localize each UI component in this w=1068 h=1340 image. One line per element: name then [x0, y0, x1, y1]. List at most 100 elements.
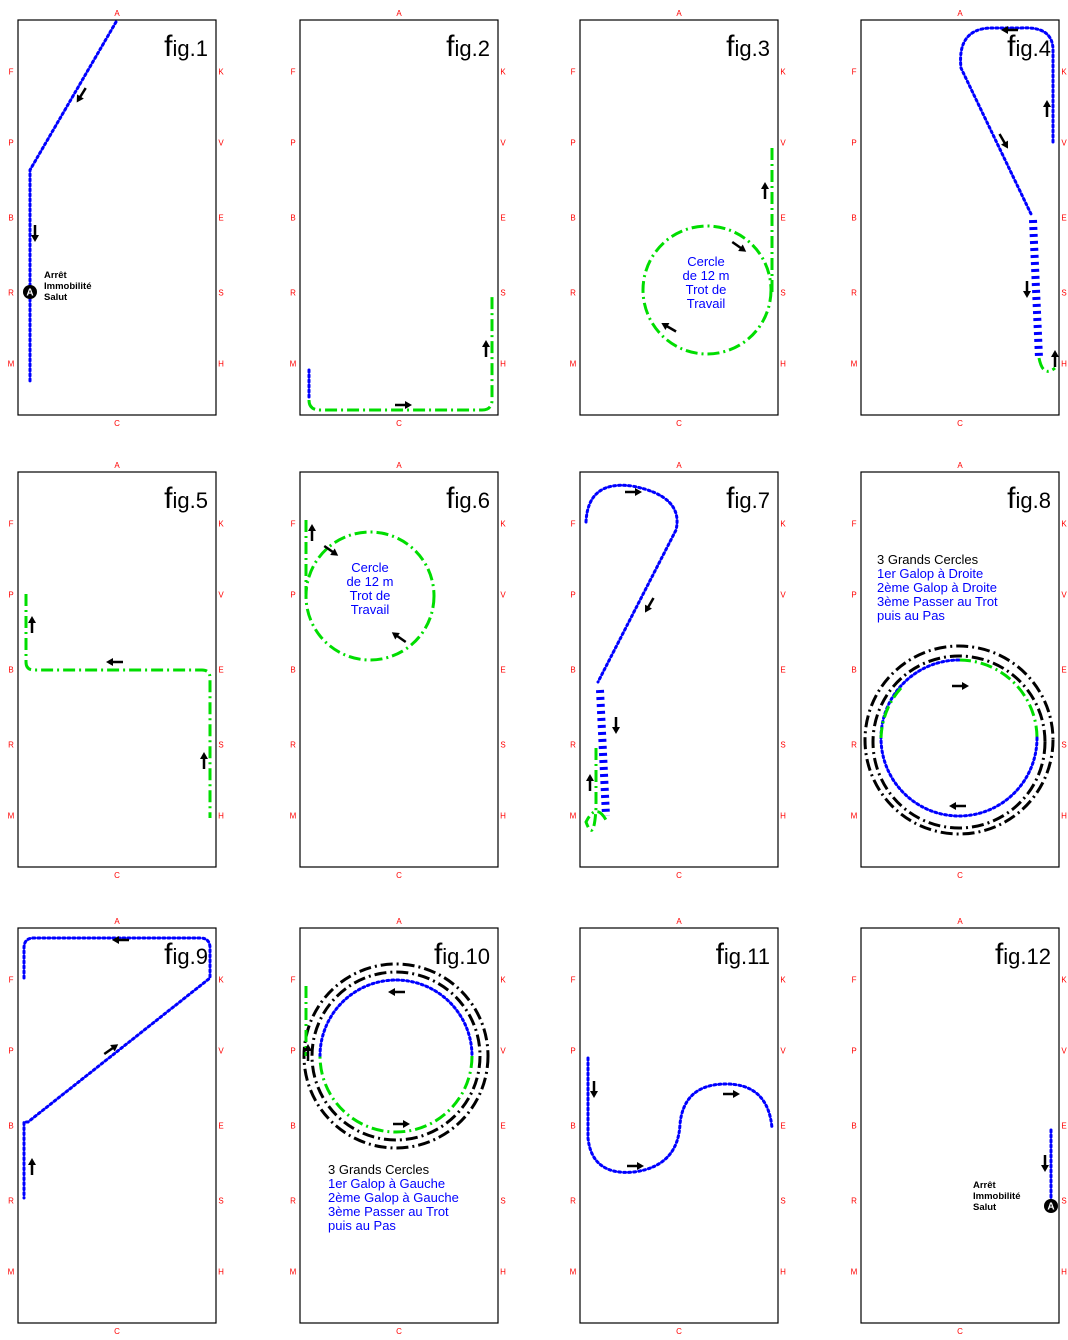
figure-label-f: f [1007, 482, 1016, 515]
figure-caption-line: puis au Pas [877, 608, 945, 623]
figure-label: fig.4 [1007, 30, 1051, 63]
arena-letter-right: H [1061, 360, 1067, 369]
arena-letter-top: A [957, 9, 963, 18]
arrow-head [1023, 291, 1031, 298]
figure-label: fig.8 [1007, 482, 1051, 515]
figure-label-f: f [995, 938, 1004, 971]
arena-letter-bottom: C [114, 871, 120, 880]
figure-caption-line: 1er Galop à Gauche [328, 1176, 445, 1191]
direction-arrow [28, 616, 36, 633]
arrow-head [962, 682, 969, 690]
direction-arrow [1001, 26, 1018, 34]
arena-letter-left: F [291, 975, 296, 984]
arena-letter-right: E [1061, 214, 1066, 223]
direction-arrow [612, 717, 620, 734]
direction-arrow [304, 1044, 312, 1061]
arena-letter-left: M [570, 812, 577, 821]
figure-caption-line: 3ème Passer au Trot [877, 594, 998, 609]
arrow-head [388, 988, 395, 996]
trot-arc [318, 1055, 474, 1134]
arena-letter-top: A [114, 9, 120, 18]
figure-caption-line: 3 Grands Cercles [328, 1162, 430, 1177]
figure-label-number: ig.10 [442, 944, 490, 969]
canter-circle-outer [302, 962, 490, 1150]
arena-letter-right: K [218, 67, 224, 76]
direction-arrow [1041, 1155, 1049, 1172]
figure-label: fig.9 [164, 938, 208, 971]
figure-label-number: ig.5 [173, 488, 208, 513]
arrow-head [200, 752, 208, 759]
arrow-head [482, 340, 490, 347]
direction-arrow [393, 1120, 410, 1128]
arena-letter-bottom: C [396, 871, 402, 880]
arena-letter-left: B [570, 214, 575, 223]
arrow-head [403, 1120, 410, 1128]
direction-arrow [31, 225, 39, 242]
canter-circle-middle [310, 970, 482, 1142]
figure-label: fig.5 [164, 482, 208, 515]
arena-letter-right: H [1061, 812, 1067, 821]
arena-letter-right: K [218, 519, 224, 528]
halt-letter: A [1047, 1202, 1054, 1213]
arena-letter-right: E [1061, 666, 1066, 675]
arena-letter-right: K [218, 975, 224, 984]
direction-arrow [482, 340, 490, 357]
figure-label-f: f [164, 30, 173, 63]
arrow-head [1001, 26, 1008, 34]
arena-border [860, 471, 1060, 868]
arena-letter-top: A [676, 461, 682, 470]
arena-letter-left: B [8, 666, 13, 675]
arena-letter-left: B [851, 1122, 856, 1131]
arena-letter-right: S [780, 1197, 785, 1206]
arena-letter-left: R [8, 1197, 14, 1206]
halt-circle [1044, 1199, 1058, 1213]
figure-label-number: ig.9 [173, 944, 208, 969]
arena-letter-left: F [571, 519, 576, 528]
direction-arrow [590, 1081, 598, 1098]
halt-caption-line: Arrêt [973, 1180, 997, 1191]
arena-letter-right: H [500, 812, 506, 821]
arena-letter-left: B [290, 1122, 295, 1131]
figure-label-number: ig.11 [724, 944, 770, 969]
arena-letter-left: F [291, 67, 296, 76]
arena-border [299, 471, 499, 868]
arena-letter-right: H [780, 360, 786, 369]
walk-arc [879, 658, 1039, 818]
direction-arrow [625, 488, 642, 496]
direction-arrow [761, 182, 769, 199]
arena-letter-right: E [780, 1122, 785, 1131]
arena-letter-left: P [570, 138, 575, 147]
arena-letter-bottom: C [114, 419, 120, 428]
arrow-head [76, 94, 84, 103]
arena-letter-left: M [851, 360, 858, 369]
arena-letter-right: K [500, 67, 506, 76]
arena-letter-right: S [500, 289, 505, 298]
arena-letter-left: F [9, 519, 14, 528]
direction-arrow [323, 544, 339, 556]
arena-letter-right: E [500, 214, 505, 223]
arena-letter-left: B [851, 214, 856, 223]
arena-letter-right: S [780, 289, 785, 298]
arena-letter-left: R [570, 289, 576, 298]
arrow-head [733, 1090, 740, 1098]
arrow-head [1043, 100, 1051, 107]
arrow-head [391, 632, 400, 640]
figure-label: fig.6 [446, 482, 490, 515]
arena-letter-top: A [396, 917, 402, 926]
arena-letter-right: S [1061, 289, 1066, 298]
figure-caption-line: Cercle [351, 560, 389, 575]
arrow-head [31, 235, 39, 242]
halt-caption-line: Salut [973, 1202, 997, 1213]
figure-caption-line: Travail [351, 602, 390, 617]
arena-letter-right: E [780, 666, 785, 675]
arrow-head [661, 323, 670, 330]
arena-letter-top: A [957, 461, 963, 470]
arrow-head [590, 1091, 598, 1098]
arena-letter-left: P [8, 138, 13, 147]
arrow-head [612, 727, 620, 734]
